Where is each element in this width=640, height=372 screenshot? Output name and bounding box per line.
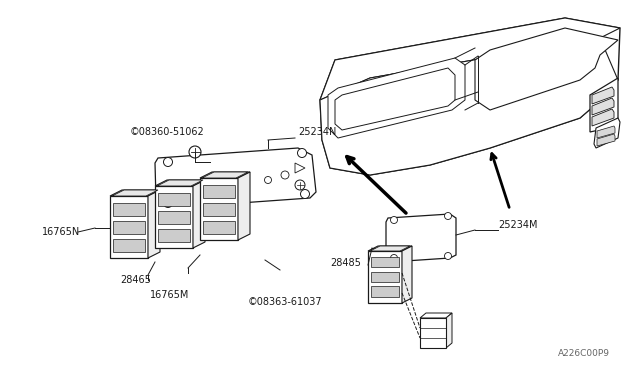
Text: 28485: 28485 — [330, 258, 361, 268]
Polygon shape — [202, 172, 248, 178]
Circle shape — [163, 199, 173, 208]
Polygon shape — [148, 190, 160, 258]
Polygon shape — [238, 172, 250, 240]
Circle shape — [163, 157, 173, 167]
Circle shape — [445, 253, 451, 260]
Polygon shape — [335, 68, 455, 130]
Text: ©08363-61037: ©08363-61037 — [248, 297, 323, 307]
Polygon shape — [594, 118, 620, 148]
Bar — [113, 203, 145, 215]
Polygon shape — [193, 180, 205, 248]
Text: 16765N: 16765N — [42, 227, 80, 237]
Bar — [420, 318, 446, 348]
Circle shape — [189, 146, 201, 158]
Bar — [113, 238, 145, 251]
Circle shape — [298, 148, 307, 157]
Polygon shape — [592, 87, 614, 104]
Polygon shape — [386, 214, 456, 262]
Text: 25234M: 25234M — [498, 220, 538, 230]
Bar — [158, 211, 190, 224]
Bar — [203, 185, 235, 198]
Polygon shape — [155, 180, 205, 186]
Polygon shape — [420, 313, 452, 318]
Polygon shape — [200, 172, 250, 178]
Bar — [158, 193, 190, 206]
Bar — [158, 229, 190, 241]
Polygon shape — [320, 38, 618, 175]
Polygon shape — [475, 28, 618, 110]
Polygon shape — [368, 246, 412, 251]
Polygon shape — [328, 58, 465, 138]
Polygon shape — [446, 313, 452, 348]
Bar — [113, 221, 145, 234]
Circle shape — [390, 254, 397, 262]
Bar — [203, 203, 235, 215]
Polygon shape — [200, 178, 238, 240]
Polygon shape — [370, 246, 410, 251]
Polygon shape — [597, 126, 615, 138]
Bar — [371, 286, 399, 297]
Polygon shape — [155, 148, 316, 208]
Circle shape — [281, 171, 289, 179]
Bar — [371, 257, 399, 267]
Polygon shape — [112, 190, 158, 196]
Text: ©08360-51062: ©08360-51062 — [130, 127, 205, 137]
Polygon shape — [295, 163, 305, 173]
Bar — [203, 221, 235, 234]
Bar — [371, 272, 399, 282]
Text: A226C00P9: A226C00P9 — [558, 349, 610, 358]
Polygon shape — [157, 180, 203, 186]
Text: 25234N: 25234N — [298, 127, 337, 137]
Polygon shape — [110, 196, 148, 258]
Polygon shape — [402, 246, 412, 303]
Circle shape — [264, 176, 271, 183]
Circle shape — [301, 189, 310, 199]
Circle shape — [295, 180, 305, 190]
Polygon shape — [597, 134, 615, 146]
Polygon shape — [386, 253, 408, 274]
Polygon shape — [592, 98, 614, 115]
Polygon shape — [320, 18, 620, 175]
Polygon shape — [368, 251, 402, 303]
Polygon shape — [155, 186, 193, 248]
Text: 28465: 28465 — [120, 275, 151, 285]
Polygon shape — [320, 18, 620, 100]
Circle shape — [445, 212, 451, 219]
Circle shape — [390, 217, 397, 224]
Polygon shape — [592, 109, 614, 126]
Text: 16765M: 16765M — [150, 290, 189, 300]
Polygon shape — [110, 190, 160, 196]
Polygon shape — [590, 78, 618, 132]
